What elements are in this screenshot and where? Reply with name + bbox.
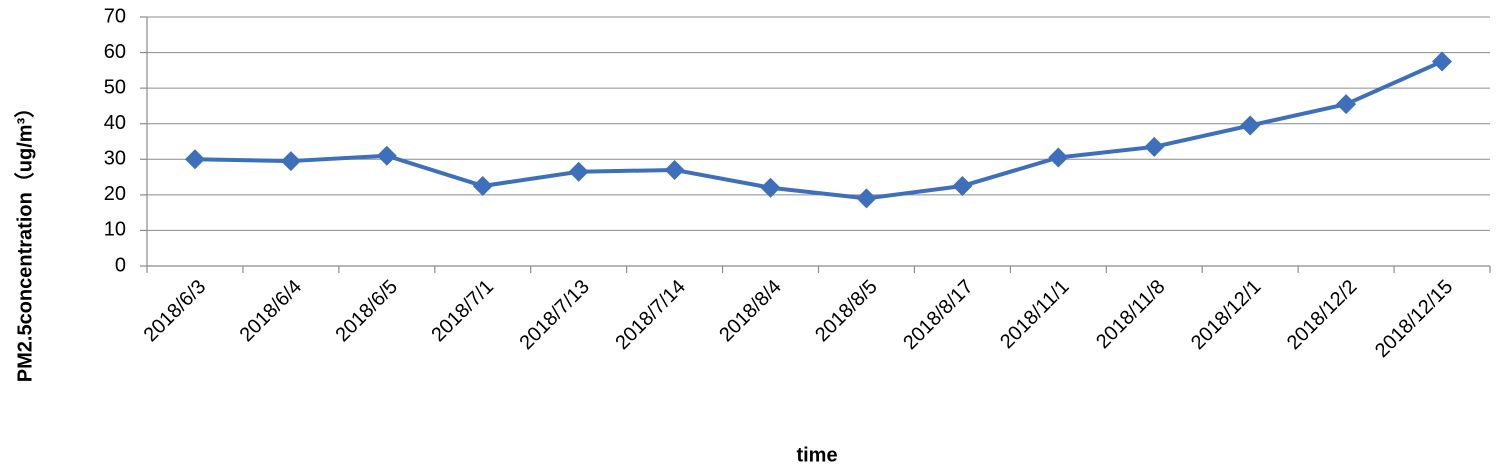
marker <box>376 145 397 166</box>
x-tick-label: 2018/12/2 <box>1283 276 1361 354</box>
x-tick-label: 2018/7/1 <box>427 276 498 347</box>
marker <box>472 175 493 196</box>
x-tick-label: 2018/6/4 <box>236 276 307 347</box>
x-tick-label: 2018/8/4 <box>715 276 786 347</box>
marker <box>1240 115 1261 136</box>
x-tick-label: 2018/6/3 <box>140 276 211 347</box>
marker <box>760 177 781 198</box>
x-tick-label: 2018/8/5 <box>811 276 882 347</box>
marker <box>856 188 877 209</box>
y-tick-label: 40 <box>104 112 126 134</box>
y-tick-label: 0 <box>115 254 126 276</box>
marker <box>1048 147 1069 168</box>
marker <box>184 149 205 170</box>
x-tick-label: 2018/11/8 <box>1092 276 1169 353</box>
x-axis-label: time <box>796 444 837 466</box>
y-tick-label: 70 <box>104 5 126 27</box>
marker <box>664 159 685 180</box>
x-tick-label: 2018/6/5 <box>331 276 402 347</box>
x-tick-label: 2018/7/14 <box>611 276 689 354</box>
marker <box>280 151 301 172</box>
marker <box>1336 94 1357 115</box>
y-axis-label: PM2.5concentration（ug/m³） <box>13 98 36 382</box>
y-tick-label: 30 <box>104 148 126 170</box>
x-tick-label: 2018/7/13 <box>515 276 593 354</box>
marker <box>952 175 973 196</box>
marker <box>1432 51 1453 72</box>
line <box>194 59 1443 201</box>
x-tick-label: 2018/8/17 <box>899 276 977 354</box>
marker <box>568 161 589 182</box>
x-tick-label: 2018/12/1 <box>1187 276 1265 354</box>
x-tick-label: 2018/12/15 <box>1371 276 1457 362</box>
y-tick-label: 20 <box>104 183 126 205</box>
x-tick-label: 2018/11/1 <box>996 276 1073 353</box>
y-tick-label: 50 <box>104 76 126 98</box>
marker <box>1144 136 1165 157</box>
y-tick-label: 10 <box>104 219 126 241</box>
y-tick-label: 60 <box>104 41 126 63</box>
